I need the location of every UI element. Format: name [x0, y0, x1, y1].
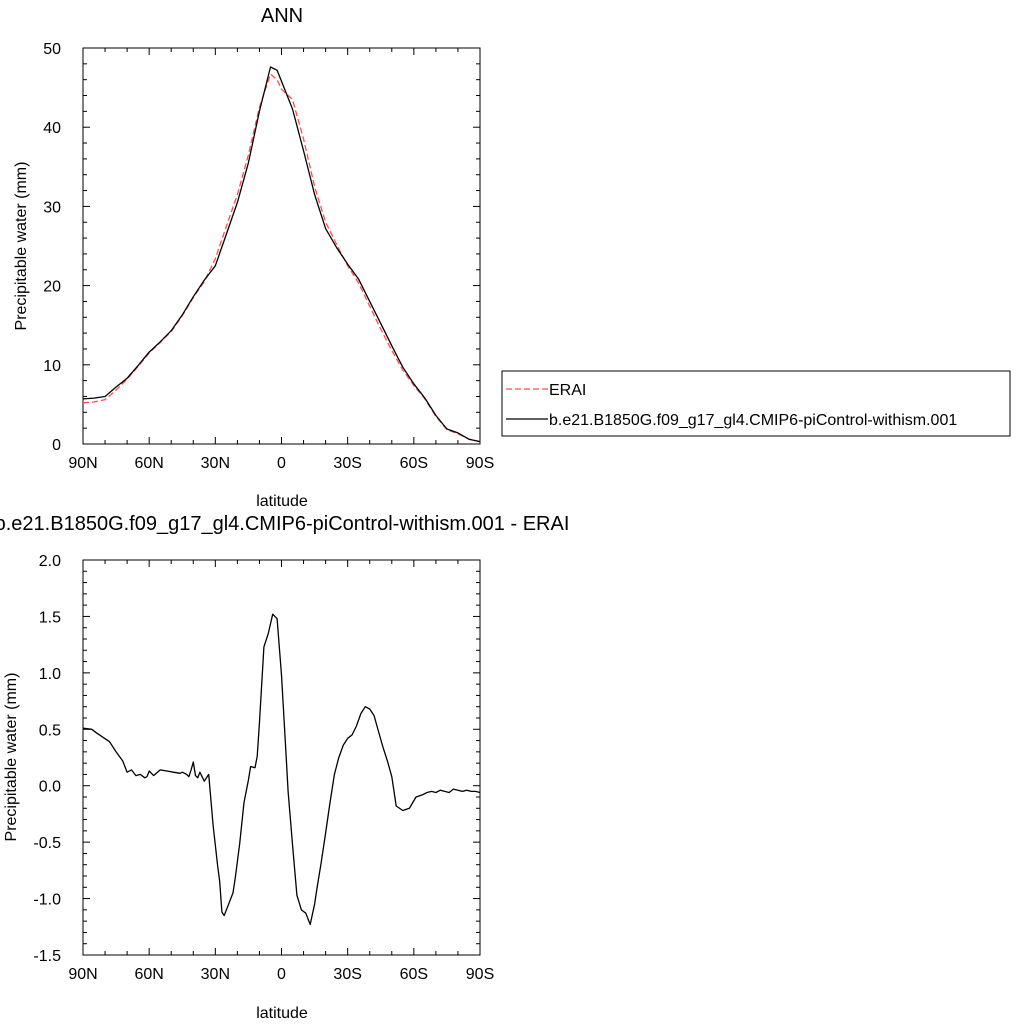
series-line-model [82, 613, 481, 926]
x-tick-label: 0 [277, 455, 286, 472]
plot-frame [82, 47, 481, 445]
y-tick-label: 2.0 [39, 553, 61, 570]
x-axis-label: latitude [256, 493, 308, 510]
x-tick-label: 90S [466, 455, 494, 472]
legend-label-erai: ERAI [549, 382, 586, 399]
y-tick-label: 0.0 [39, 779, 61, 796]
legend-label-model: b.e21.B1850G.f09_g17_gl4.CMIP6-piControl… [549, 412, 957, 429]
difference-panel: b.e21.B1850G.f09_g17_gl4.CMIP6-piControl… [0, 513, 569, 1022]
x-axis-label: latitude [256, 1005, 308, 1022]
y-tick-label: 30 [43, 199, 61, 216]
x-tick-label: 60N [134, 455, 163, 472]
y-axis-label: Precipitable water (mm) [3, 673, 20, 842]
legend: ERAI b.e21.B1850G.f09_g17_gl4.CMIP6-piCo… [501, 370, 1011, 437]
y-tick-label: -1.5 [33, 948, 61, 965]
panel-title: b.e21.B1850G.f09_g17_gl4.CMIP6-piControl… [0, 513, 569, 535]
x-tick-label: 30N [201, 966, 230, 983]
x-tick-label: 60S [400, 966, 428, 983]
x-tick-label: 90N [68, 455, 97, 472]
y-tick-label: 40 [43, 120, 61, 137]
mean-panel: ANN 90N 60N 30N 0 30S 60S 90S 0 10 20 30 40 50 latit… [13, 5, 494, 510]
tick-marks [82, 559, 481, 956]
legend-box [501, 370, 1011, 437]
x-tick-label: 60N [134, 966, 163, 983]
tick-labels: 90N 60N 30N 0 30S 60S 90S 0 10 20 30 40 50 [43, 41, 494, 472]
y-axis-label: Precipitable water (mm) [13, 162, 30, 331]
x-tick-label: 30N [201, 455, 230, 472]
x-tick-label: 60S [400, 455, 428, 472]
x-tick-label: 90S [466, 966, 494, 983]
series-line-erai [82, 73, 481, 443]
series-group [82, 66, 481, 443]
x-tick-label: 30S [333, 455, 361, 472]
series-line-model [82, 66, 481, 443]
tick-marks [82, 47, 481, 445]
y-tick-label: 10 [43, 358, 61, 375]
x-tick-label: 30S [333, 966, 361, 983]
x-tick-label: 0 [277, 966, 286, 983]
y-tick-label: 0.5 [39, 722, 61, 739]
y-tick-label: 50 [43, 41, 61, 58]
x-tick-label: 90N [68, 966, 97, 983]
tick-labels: 90N 60N 30N 0 30S 60S 90S -1.5 -1.0 -0.5 0.0 0.5 1.0… [33, 553, 494, 983]
y-tick-label: 1.5 [39, 609, 61, 626]
plot-frame [82, 559, 481, 956]
y-tick-label: -0.5 [33, 835, 61, 852]
panel-title: ANN [261, 5, 303, 27]
y-tick-label: 0 [52, 437, 61, 454]
y-tick-label: -1.0 [33, 892, 61, 909]
y-tick-label: 20 [43, 279, 61, 296]
y-tick-label: 1.0 [39, 666, 61, 683]
series-group [82, 613, 481, 926]
